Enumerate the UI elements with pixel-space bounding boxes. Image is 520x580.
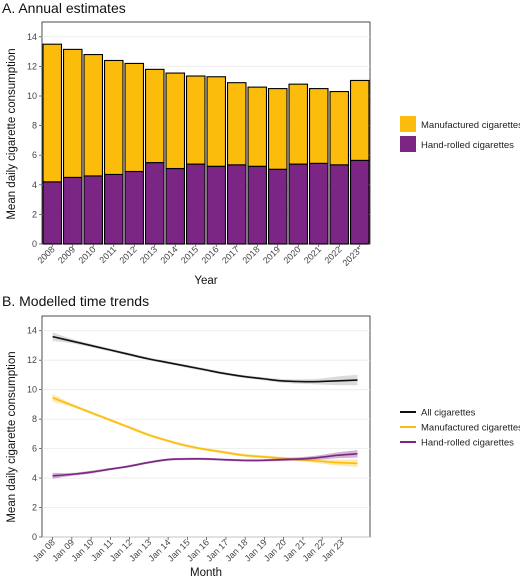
panel-a-bar-hand-rolled [83,175,104,245]
panel-a-bar-hand-rolled [247,165,268,245]
panel-a-x-tick-label: 2013 [138,244,159,265]
panel-a-bar-hand-rolled [267,168,288,245]
panel-a-bar-manufactured [226,82,247,166]
panel-b-y-axis-label: Mean daily cigarette consumption [6,351,18,522]
panel-a-y-tick-label: 4 [32,180,37,190]
panel-b-y-tick-label: 10 [27,385,37,395]
panel-a-x-tick-label: 2015 [179,244,200,265]
panel-a-bar-hand-rolled [226,164,247,245]
panel-a-y-tick-label: 6 [32,150,37,160]
panel-b-legend-label: All cigarettes [421,408,476,419]
panel-a-bar-manufactured [349,79,370,161]
panel-a-bar-hand-rolled [185,163,206,245]
panel-a-x-tick-label: 2023* [340,244,364,268]
panel-a-x-tick-label: 2008 [35,244,56,265]
panel-a-y-tick-label: 2 [32,209,37,219]
panel-a-y-tick-label: 8 [32,121,37,131]
panel-b-y-tick-label: 0 [32,532,37,542]
panel-a-y-tick-label: 14 [27,32,37,42]
panel-a-bar-manufactured [206,76,227,167]
panel-a-bar-hand-rolled [329,164,350,245]
panel-b-x-axis-label: Month [190,567,222,579]
panel-a-legend-swatch [400,136,416,152]
panel-a-bar-manufactured [288,83,309,165]
panel-a-x-tick-label: 2016 [199,244,220,265]
panel-a-bar-hand-rolled [103,173,124,245]
panel-b-modelled-trends: B. Modelled time trends Mean daily cigar… [2,293,520,579]
panel-a-bar-manufactured [308,88,329,164]
panel-a-x-tick-label: 2012 [117,244,138,265]
panel-a-legend-label: Manufactured cigarettes [421,120,520,131]
panel-a-x-tick-label: 2011 [97,244,118,265]
panel-a-y-tick-label: 12 [27,61,37,71]
panel-a-bar-hand-rolled [42,181,63,245]
panel-b-plot-area [41,315,371,538]
panel-a-bar-manufactured [42,43,63,183]
panel-a-bar-manufactured [83,54,104,177]
panel-a-legend-label: Hand-rolled cigarettes [421,140,514,151]
panel-a-bar-hand-rolled [144,162,165,245]
panel-b-x-tick-label: Jan 23 [320,537,346,563]
panel-a-bar-manufactured [247,86,268,167]
panel-b-y-tick-label: 12 [27,355,37,365]
panel-a-x-tick-label: 2010 [76,244,97,265]
panel-a-y-tick-label: 0 [32,239,37,249]
panel-b-title: B. Modelled time trends [2,293,149,309]
panel-a-legend-swatch [400,116,416,132]
panel-a-bar-hand-rolled [349,159,370,245]
panel-a-bar-hand-rolled [165,167,186,245]
panel-b-ci-ribbon-manufactured [52,394,358,468]
panel-a-bar-manufactured [267,88,288,170]
panel-a-bar-hand-rolled [124,170,145,245]
panel-b-y-tick-label: 2 [32,503,37,513]
panel-a-x-tick-label: 2021 [302,244,323,265]
panel-a-y-tick-label: 10 [27,91,37,101]
panel-a-bar-manufactured [62,48,83,178]
panel-a-x-tick-label: 2014 [158,244,179,265]
panel-b-y-tick-label: 6 [32,444,37,454]
panel-b-y-tick-label: 4 [32,473,37,483]
panel-a-bar-hand-rolled [206,165,227,245]
panel-a-bar-hand-rolled [288,163,309,245]
panel-b-y-tick-label: 14 [27,326,37,336]
panel-b-line-all [52,335,358,383]
panel-a-bar-hand-rolled [308,162,329,245]
panel-a-annual-estimates: A. Annual estimates Mean daily cigarette… [2,0,520,287]
panel-a-bar-manufactured [165,72,186,170]
panel-b-legend-label: Hand-rolled cigarettes [421,438,514,449]
panel-b-legend-label: Manufactured cigarettes [421,423,520,434]
panel-a-bar-manufactured [103,59,124,175]
panel-b-line-manufactured [52,397,358,465]
panel-a-bar-manufactured [144,68,165,164]
panel-b-ci-ribbon-all [52,332,358,386]
panel-a-title: A. Annual estimates [2,0,126,16]
panel-a-x-tick-label: 2019 [261,244,282,265]
panel-a-x-tick-label: 2018 [240,244,261,265]
panel-a-bar-manufactured [329,91,350,166]
panel-b-y-tick-label: 8 [32,414,37,424]
panel-a-bar-manufactured [124,62,145,173]
panel-a-bar-hand-rolled [62,176,83,245]
panel-a-x-tick-label: 2009 [56,244,77,265]
panel-a-x-tick-label: 2017 [220,244,241,265]
panel-b-line-hand-rolled [52,452,358,477]
panel-a-y-axis-label: Mean daily cigarette consumption [6,48,18,219]
panel-a-x-axis-label: Year [194,275,217,287]
panel-a-x-tick-label: 2020 [281,244,302,265]
panel-a-bar-manufactured [185,75,206,165]
